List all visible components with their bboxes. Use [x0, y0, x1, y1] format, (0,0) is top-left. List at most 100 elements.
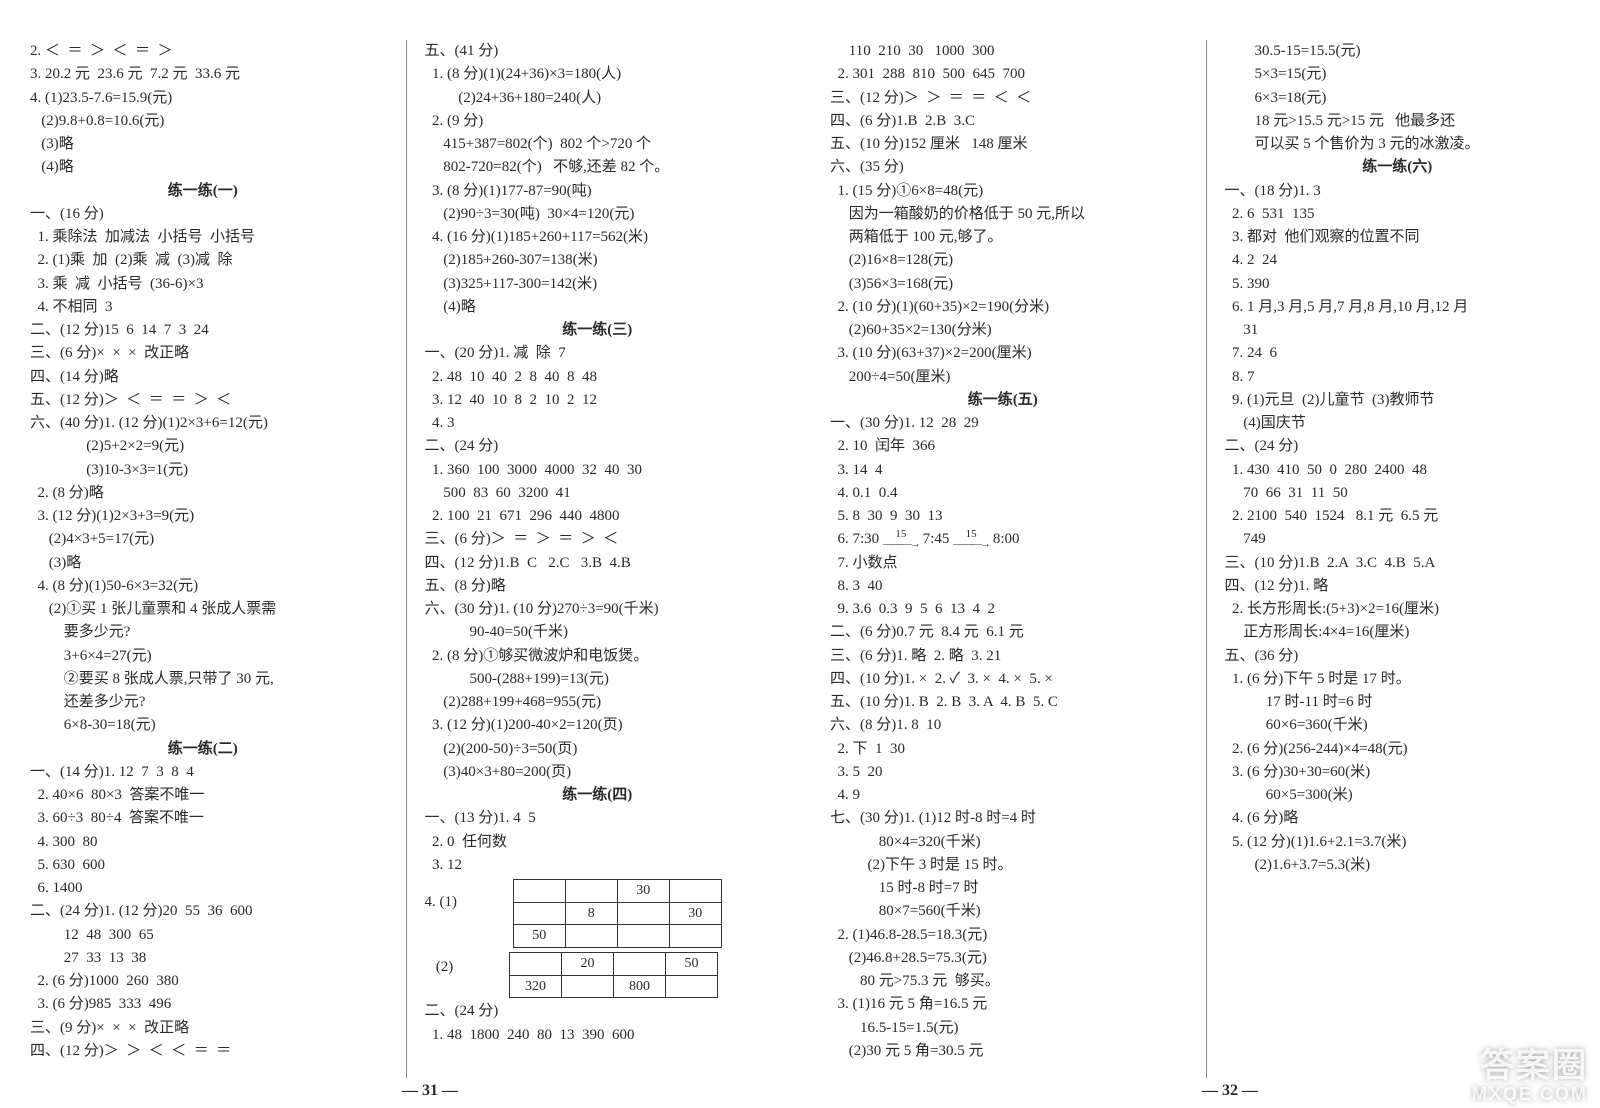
text-line: 1. (6 分)下午 5 时是 17 时。 — [1225, 668, 1571, 691]
text-line: 80 元>75.3 元 够买。 — [830, 970, 1176, 993]
section-title: 练一练(二) — [30, 738, 376, 761]
text-line: 3. 5 20 — [830, 761, 1176, 784]
text-line: 五、(36 分) — [1225, 645, 1571, 668]
text-line: 五、(8 分)略 — [425, 575, 771, 598]
table-cell: 20 — [562, 953, 614, 976]
text-line: 60×6=360(千米) — [1225, 714, 1571, 737]
text-line: ②要买 8 张成人票,只带了 30 元, — [30, 668, 376, 691]
text-line: (2)4×3+5=17(元) — [30, 528, 376, 551]
text-line: 六、(35 分) — [830, 156, 1176, 179]
text-line: 二、(24 分) — [425, 435, 771, 458]
text-line: 5. 390 — [1225, 273, 1571, 296]
col-R2: 30.5-15=15.5(元) 5×3=15(元) 6×3=18(元) 18 元… — [1206, 40, 1571, 1078]
section-title: 练一练(六) — [1225, 156, 1571, 179]
section-title: 练一练(一) — [30, 180, 376, 203]
table-cell — [617, 925, 669, 948]
table-cell — [614, 953, 666, 976]
table-cell — [669, 880, 721, 903]
text-line: 四、(6 分)1.B 2.B 3.C — [830, 110, 1176, 133]
text-line: 2. (8 分)①够买微波炉和电饭煲。 — [425, 645, 771, 668]
text-line: 3. (6 分)30+30=60(米) — [1225, 761, 1571, 784]
text-line: 6×3=18(元) — [1225, 87, 1571, 110]
text-line: 7. 小数点 — [830, 552, 1176, 575]
text-line: 四、(12 分)＞ ＞ ＜ ＜ ＝ ＝ — [30, 1040, 376, 1063]
text-line: 8. 3 40 — [830, 575, 1176, 598]
text-line: 3. (1)16 元 5 角=16.5 元 — [830, 993, 1176, 1016]
text-line: 3. (6 分)985 333 496 — [30, 993, 376, 1016]
table-cell: 320 — [510, 975, 562, 998]
text-line: 一、(13 分)1. 4 5 — [425, 807, 771, 830]
col-L1: 2. ＜ ＝ ＞ ＜ ＝ ＞ 3. 20.2 元 23.6 元 7.2 元 33… — [30, 40, 376, 1078]
table-label: (2) — [425, 950, 454, 979]
text-line: 4. 2 24 — [1225, 249, 1571, 272]
text-line: (2)1.6+3.7=5.3(米) — [1225, 854, 1571, 877]
text-line: 1. 48 1800 240 80 13 390 600 — [425, 1024, 771, 1047]
text-line: 六、(8 分)1. 8 10 — [830, 714, 1176, 737]
text-line: 三、(10 分)1.B 2.A 3.C 4.B 5.A — [1225, 552, 1571, 575]
text-line: 2. 100 21 671 296 440 4800 — [425, 505, 771, 528]
text-line: 80×4=320(千米) — [830, 831, 1176, 854]
text-line: (2)288+199+468=955(元) — [425, 691, 771, 714]
text-line: 2. 48 10 40 2 8 40 8 48 — [425, 366, 771, 389]
text-line: 4. 300 80 — [30, 831, 376, 854]
text-line: 二、(6 分)0.7 元 8.4 元 6.1 元 — [830, 621, 1176, 644]
text-line: 2. 10 闰年 366 — [830, 435, 1176, 458]
text-line: 6. 1400 — [30, 877, 376, 900]
text-line: 二、(24 分) — [1225, 435, 1571, 458]
text-line: 4. 0.1 0.4 — [830, 482, 1176, 505]
cols-right: 110 210 30 1000 300 2. 301 288 810 500 6… — [830, 40, 1570, 1078]
watermark-line1: 答案圈 — [1472, 1049, 1588, 1085]
text-line: 2. 6 531 135 — [1225, 203, 1571, 226]
table-cell — [565, 925, 617, 948]
text-line: 4. 9 — [830, 784, 1176, 807]
text-line: 802-720=82(个) 不够,还差 82 个。 — [425, 156, 771, 179]
text-line: 2. (6 分)(256-244)×4=48(元) — [1225, 738, 1571, 761]
table-cell — [666, 975, 718, 998]
text-line: 6. 7:30 — [830, 531, 879, 547]
text-line: 三、(6 分)× × × 改正略 — [30, 342, 376, 365]
text-line: 8. 7 — [1225, 366, 1571, 389]
text-line: 70 66 31 11 50 — [1225, 482, 1571, 505]
text-line: 3. 都对 他们观察的位置不同 — [1225, 226, 1571, 249]
section-title: 练一练(三) — [425, 319, 771, 342]
text-line: 2. 下 1 30 — [830, 738, 1176, 761]
text-line: 7:45 — [923, 531, 950, 547]
text-line: 3. (12 分)(1)200-40×2=120(页) — [425, 714, 771, 737]
text-line: 三、(9 分)× × × 改正略 — [30, 1017, 376, 1040]
arrow-icon: 15———→ — [953, 530, 989, 550]
text-line: 2. 40×6 80×3 答案不唯一 — [30, 784, 376, 807]
col-R1: 110 210 30 1000 300 2. 301 288 810 500 6… — [830, 40, 1176, 1078]
table-cell — [562, 975, 614, 998]
section-title: 练一练(五) — [830, 389, 1176, 412]
text-line: 四、(14 分)略 — [30, 366, 376, 389]
text-line: 2. 长方形周长:(5+3)×2=16(厘米) — [1225, 598, 1571, 621]
text-line: 2. (10 分)(1)(60+35)×2=190(分米) — [830, 296, 1176, 319]
text-line: 5. 8 30 9 30 13 — [830, 505, 1176, 528]
text-line: 6×8-30=18(元) — [30, 714, 376, 737]
text-line: 1. (8 分)(1)(24+36)×3=180(人) — [425, 63, 771, 86]
watermark-line2: MXQE.COM — [1472, 1085, 1588, 1104]
page-right: 110 210 30 1000 300 2. 301 288 810 500 6… — [800, 0, 1600, 1108]
text-line: 正方形周长:4×4=16(厘米) — [1225, 621, 1571, 644]
text-line: 2. (8 分)略 — [30, 482, 376, 505]
text-line: 要多少元? — [30, 621, 376, 644]
text-line: 2. (9 分) — [425, 110, 771, 133]
text-line: 3. (10 分)(63+37)×2=200(厘米) — [830, 342, 1176, 365]
text-line: 一、(14 分)1. 12 7 3 8 4 — [30, 761, 376, 784]
text-line: 17 时-11 时=6 时 — [1225, 691, 1571, 714]
text-line: 3+6×4=27(元) — [30, 645, 376, 668]
text-line: 一、(20 分)1. 减 除 7 — [425, 342, 771, 365]
text-line: 200÷4=50(厘米) — [830, 366, 1176, 389]
text-line: 二、(12 分)15 6 14 7 3 24 — [30, 319, 376, 342]
text-line: (2)30 元 5 角=30.5 元 — [830, 1040, 1176, 1063]
text-line: 二、(24 分)1. (12 分)20 55 36 600 — [30, 900, 376, 923]
text-line: 3. (12 分)(1)2×3+3=9(元) — [30, 505, 376, 528]
text-line: 五、(12 分)＞ ＜ ＝ ＝ ＞ ＜ — [30, 389, 376, 412]
text-line: (2)60+35×2=130(分米) — [830, 319, 1176, 342]
text-line: 2. (1)46.8-28.5=18.3(元) — [830, 924, 1176, 947]
text-line: 12 48 300 65 — [30, 924, 376, 947]
text-line: (2)(200-50)÷3=50(页) — [425, 738, 771, 761]
table-cell — [513, 880, 565, 903]
table-cell — [669, 925, 721, 948]
table-block-2: (2) 2050320800 — [425, 950, 771, 1000]
